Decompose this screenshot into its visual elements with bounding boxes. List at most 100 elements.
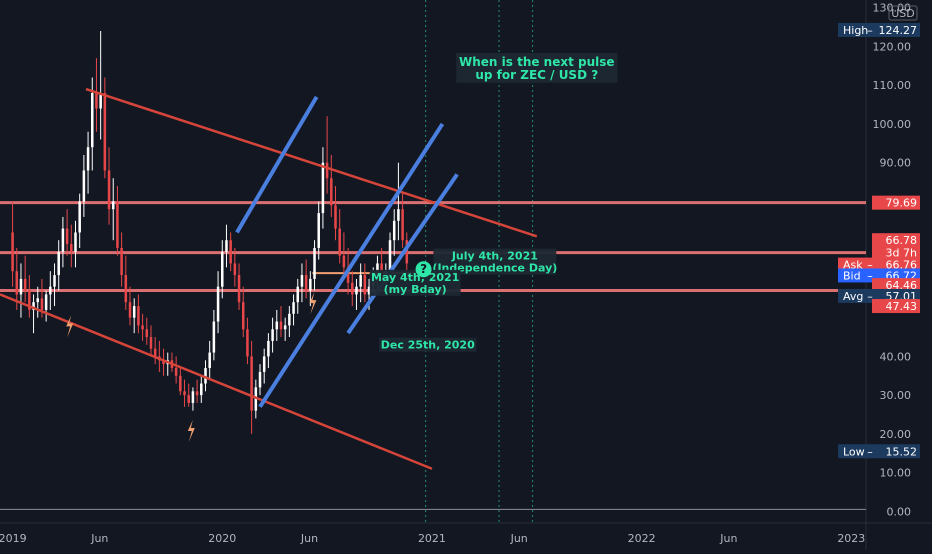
candle-body <box>338 228 341 256</box>
july-4th-annotation-line: July 4th, 2021 <box>451 250 538 263</box>
candle-body <box>250 356 253 411</box>
candle-body <box>296 286 300 303</box>
candle-body <box>145 329 149 338</box>
dec-25th-annotation-line: Dec 25th, 2020 <box>381 339 475 352</box>
candle-body <box>221 251 224 287</box>
candle-body <box>254 387 258 411</box>
lightning-icon <box>309 292 317 315</box>
candle-body <box>124 275 128 303</box>
price-badge-label: Avg <box>843 290 863 303</box>
x-tick-label: Jun <box>300 532 318 545</box>
y-tick-label: 100.00 <box>873 118 912 131</box>
price-badge-2 <box>872 233 920 248</box>
candle-body <box>15 271 19 295</box>
may-4th-annotation-bg <box>369 269 461 296</box>
candle-body <box>212 321 216 353</box>
candle-body <box>271 329 274 341</box>
y-tick-label: 20.00 <box>880 428 912 441</box>
candle-body <box>74 232 77 252</box>
currency-tag: USD <box>891 7 915 20</box>
candle-body <box>313 247 316 279</box>
x-tick-label: 2023 <box>837 532 865 545</box>
price-badge-value: 47.43 <box>886 300 918 313</box>
currency-tag-box <box>888 5 918 21</box>
candle-body <box>304 275 308 291</box>
price-badge-sep: – <box>867 259 873 272</box>
candle-body <box>346 267 350 283</box>
candle-body <box>132 306 136 318</box>
candle-body <box>111 201 115 210</box>
candle-body <box>116 201 119 248</box>
candle-body <box>204 368 207 384</box>
x-tick-label: 2021 <box>418 532 446 545</box>
blue-channel-line-0 <box>235 95 319 234</box>
candle-body <box>367 286 371 295</box>
candle-body <box>128 302 132 318</box>
candle-body <box>65 228 69 245</box>
lightning-icon <box>66 315 74 338</box>
candle-body <box>11 232 14 272</box>
candle-body <box>99 92 102 109</box>
candle-body <box>57 251 60 276</box>
price-badge-8 <box>872 299 920 314</box>
price-badge-label: Low <box>843 445 865 458</box>
candle-body <box>174 368 178 376</box>
price-badge-9 <box>838 444 920 459</box>
candle-body <box>237 275 241 303</box>
candle-body <box>397 209 400 221</box>
price-badge-value: 64.46 <box>886 279 918 292</box>
candle-body <box>342 255 346 268</box>
candle-body <box>183 391 186 396</box>
candle-body <box>246 329 249 357</box>
candle-body <box>86 147 90 171</box>
price-badge-label: Ask <box>843 259 863 272</box>
candle-body <box>241 302 245 330</box>
candle-body <box>32 302 35 310</box>
y-tick-label: 30.00 <box>880 389 912 402</box>
candle-body <box>292 302 295 314</box>
candle-body <box>19 278 23 295</box>
july-4th-annotation-line: (Independence Day) <box>432 262 557 275</box>
candle-body <box>36 298 40 303</box>
candle-body <box>40 298 44 310</box>
candle-body <box>233 263 237 276</box>
price-badge-0 <box>838 22 920 37</box>
price-badge-value: 3d 7h <box>886 247 917 260</box>
candle-body <box>49 286 52 295</box>
price-badge-label: High <box>843 24 868 37</box>
price-badge-sep: – <box>867 445 873 458</box>
candle-body <box>309 278 312 291</box>
candle-body <box>300 275 304 287</box>
price-badge-value: 66.76 <box>886 259 918 272</box>
candle-body <box>225 240 228 252</box>
candle-body <box>187 395 190 403</box>
candle-body <box>405 240 409 264</box>
candle-body <box>44 294 48 310</box>
candle-body <box>141 325 144 330</box>
may-4th-annotation-line: May 4th, 2021 <box>371 271 459 284</box>
candle-body <box>279 321 283 330</box>
price-badge-3 <box>872 245 920 260</box>
candle-body <box>262 356 266 372</box>
candle-body <box>195 391 199 396</box>
candle-body <box>401 209 404 241</box>
price-badge-label: Bid <box>843 269 861 282</box>
price-badge-1 <box>872 195 920 210</box>
x-tick-label: Jun <box>510 532 528 545</box>
candle-body <box>288 313 291 326</box>
candle-body <box>162 360 165 365</box>
candle-body <box>103 92 107 171</box>
x-tick-label: Jun <box>719 532 737 545</box>
price-badge-4 <box>838 257 920 272</box>
candle-body <box>28 290 31 310</box>
y-tick-label: 0.00 <box>887 505 912 518</box>
candle-body <box>355 286 358 295</box>
candle-body <box>363 275 367 295</box>
may-4th-annotation-line: (my Bday) <box>384 283 447 296</box>
y-tick-label: 110.00 <box>873 79 912 92</box>
candle-body <box>229 240 232 264</box>
